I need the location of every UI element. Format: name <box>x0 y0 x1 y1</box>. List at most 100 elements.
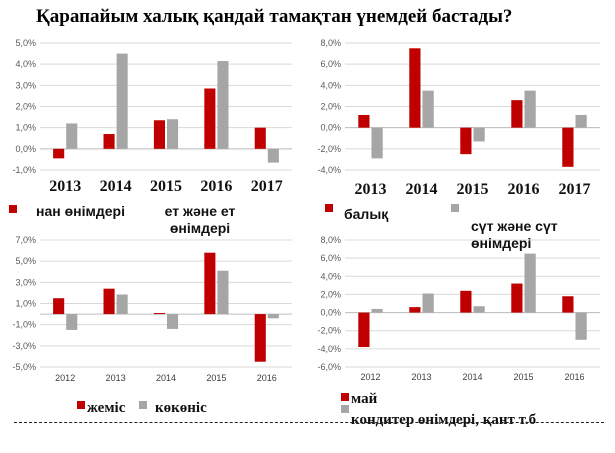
x-tick-label: 2016 <box>257 373 277 383</box>
legend-fruit: жеміс <box>87 400 126 416</box>
y-tick-label: -3,0% <box>12 341 36 351</box>
bar-2012-series2 <box>371 308 383 313</box>
bar-2015-series2 <box>217 270 229 315</box>
bar-2015-series1 <box>460 127 472 155</box>
x-tick-label: 2014 <box>100 178 132 195</box>
y-tick-label: 4,0% <box>15 59 36 69</box>
bar-2012-series1 <box>53 298 65 315</box>
bar-2013-series2 <box>371 127 383 159</box>
bar-2016-series2 <box>524 90 536 128</box>
legend-swatch-fruit <box>77 401 85 409</box>
legend-swatch-oil <box>341 393 349 401</box>
legend-swatch-bread <box>9 205 17 213</box>
y-tick-label: 7,0% <box>15 235 36 245</box>
page-title: Қарапайым халық қандай тамақтан үнемдей … <box>36 6 513 27</box>
x-tick-label: 2015 <box>206 373 226 383</box>
x-tick-label: 2017 <box>559 181 591 198</box>
y-tick-label: 2,0% <box>15 102 36 112</box>
bar-2015-series1 <box>204 252 216 315</box>
bar-2013-series1 <box>53 148 65 159</box>
y-tick-label: 4,0% <box>320 80 341 90</box>
x-tick-label: 2014 <box>406 181 438 198</box>
bar-2013-series2 <box>116 294 128 315</box>
x-tick-label: 2016 <box>508 181 540 198</box>
legend-fish: балық <box>344 206 389 222</box>
x-tick-label: 2012 <box>360 372 380 382</box>
y-tick-label: 2,0% <box>320 289 341 299</box>
bar-2016-series2 <box>267 314 279 319</box>
x-tick-label: 2015 <box>150 178 182 195</box>
legend-swatch-confect <box>341 405 349 413</box>
bar-2017-series2 <box>575 114 587 128</box>
legend-veg: көкөніс <box>155 400 207 416</box>
y-tick-label: 0,0% <box>320 123 341 133</box>
bar-2015-series2 <box>473 127 485 142</box>
x-tick-label: 2016 <box>200 178 232 195</box>
x-tick-label: 2013 <box>411 372 431 382</box>
bar-2016-series1 <box>204 88 216 149</box>
y-tick-label: -4,0% <box>317 165 341 175</box>
y-tick-label: 2,0% <box>320 102 341 112</box>
bar-2015-series2 <box>524 253 536 313</box>
bar-2013-series2 <box>66 123 78 149</box>
y-tick-label: 8,0% <box>320 235 341 245</box>
x-tick-label: 2013 <box>49 178 81 195</box>
bar-2013-series1 <box>358 114 370 128</box>
y-tick-label: -5,0% <box>12 362 36 372</box>
x-tick-label: 2016 <box>564 372 584 382</box>
bar-2014-series1 <box>409 48 421 128</box>
y-tick-label: 4,0% <box>320 271 341 281</box>
bar-2012-series2 <box>66 314 78 330</box>
bar-2013-series1 <box>409 307 421 313</box>
bar-2016-series1 <box>562 296 574 313</box>
bar-2017-series1 <box>562 127 574 167</box>
bar-2013-series1 <box>103 288 115 315</box>
y-tick-label: 3,0% <box>15 80 36 90</box>
y-tick-label: 0,0% <box>15 144 36 154</box>
x-tick-label: 2015 <box>513 372 533 382</box>
y-tick-label: 1,0% <box>15 123 36 133</box>
x-tick-label: 2013 <box>106 373 126 383</box>
legend-swatch-veg <box>139 401 147 409</box>
legend-confect: кондитер өнімдері, қант т.б <box>351 412 537 428</box>
bar-2014-series2 <box>167 314 179 329</box>
legend-swatch-fish <box>325 204 333 212</box>
bar-2014-series2 <box>422 90 434 128</box>
x-tick-label: 2013 <box>355 181 387 198</box>
y-tick-label: -1,0% <box>12 165 36 175</box>
y-tick-label: -2,0% <box>317 144 341 154</box>
y-tick-label: -1,0% <box>12 320 36 330</box>
bar-2016-series1 <box>511 100 523 128</box>
x-tick-label: 2012 <box>55 373 75 383</box>
x-tick-label: 2014 <box>462 372 482 382</box>
y-tick-label: 1,0% <box>15 299 36 309</box>
bar-2016-series1 <box>254 314 266 362</box>
bar-2014-series1 <box>153 313 165 315</box>
legend-swatch-milk <box>451 204 459 212</box>
legend-meat: ет және ет өнімдері <box>164 203 236 236</box>
x-tick-label: 2017 <box>251 178 283 195</box>
bar-2014-series1 <box>460 290 472 313</box>
x-tick-label: 2014 <box>156 373 176 383</box>
y-tick-label: 5,0% <box>15 38 36 48</box>
bar-2014-series1 <box>103 134 115 149</box>
bar-2012-series1 <box>358 312 370 348</box>
legend-bread: нан өнімдері <box>36 203 125 219</box>
y-tick-label: 6,0% <box>320 253 341 263</box>
y-tick-label: -6,0% <box>317 362 341 372</box>
x-tick-label: 2015 <box>457 181 489 198</box>
y-tick-label: 6,0% <box>320 59 341 69</box>
y-tick-label: 5,0% <box>15 256 36 266</box>
bar-2017-series1 <box>254 127 266 149</box>
legend-oil: май <box>351 391 378 407</box>
y-tick-label: 0,0% <box>320 308 341 318</box>
bar-2017-series2 <box>267 148 279 163</box>
bar-2015-series1 <box>511 283 523 313</box>
bar-2015-series2 <box>167 119 179 149</box>
bar-2014-series2 <box>473 306 485 313</box>
bar-2014-series2 <box>116 53 128 149</box>
y-tick-label: -2,0% <box>317 326 341 336</box>
legend-milk: сүт және сүт өнімдері <box>471 218 558 251</box>
y-tick-label: 8,0% <box>320 38 341 48</box>
